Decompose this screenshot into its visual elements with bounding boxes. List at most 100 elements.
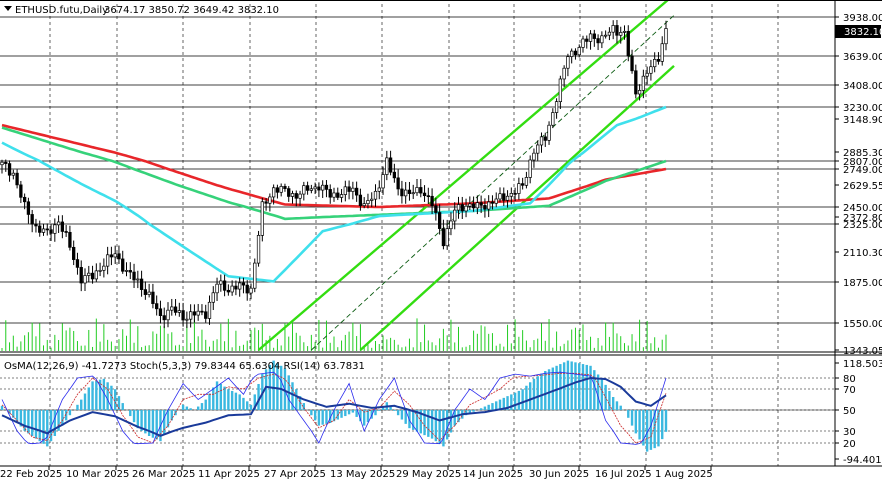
candle-body	[660, 43, 664, 62]
candle-body	[637, 90, 642, 95]
candle-body	[192, 311, 197, 316]
candle-body	[415, 187, 419, 194]
candle-body	[321, 184, 325, 191]
price-axis-label: 2110.30	[843, 248, 882, 259]
candle-body	[26, 201, 31, 215]
candle-body	[113, 253, 117, 258]
candle-body	[498, 193, 502, 200]
candle-body	[249, 287, 253, 294]
candle-body	[562, 67, 566, 80]
candle-body	[56, 221, 61, 226]
time-axis-label: 14 Jun 2025	[463, 469, 523, 480]
candle-body	[385, 157, 389, 175]
candle-body	[592, 33, 596, 39]
candle-body	[136, 278, 140, 281]
candle-body	[366, 200, 370, 205]
candle-body	[343, 186, 347, 195]
moving-averages	[1, 105, 667, 283]
candle-body	[158, 308, 163, 316]
candle-body	[453, 209, 457, 222]
candle-body	[354, 187, 359, 196]
candle-body	[41, 228, 46, 233]
candle-body	[581, 38, 585, 48]
candle-body	[11, 172, 15, 176]
candle-body	[34, 223, 38, 227]
candle-body	[649, 66, 653, 74]
time-axis-label: 10 Mar 2025	[66, 469, 129, 480]
candle-body	[437, 212, 442, 229]
dropdown-triangle-icon[interactable]	[4, 6, 12, 11]
candle-body	[241, 282, 246, 286]
oscillator-axis-label: 30	[843, 427, 856, 438]
candle-body	[173, 306, 178, 313]
candle-body	[238, 282, 242, 290]
price-axis-label: 2885.30	[843, 148, 882, 159]
candle-body	[460, 204, 464, 212]
candle-body	[362, 203, 366, 206]
time-axis-label: 29 May 2025	[396, 469, 461, 480]
time-axis-label: 27 Apr 2025	[264, 469, 326, 480]
price-axis-label: 1343.05	[843, 346, 882, 357]
candle-body	[317, 186, 321, 191]
candle-body	[494, 198, 498, 204]
candle-body	[645, 72, 649, 77]
price-axis-label: 2807.00	[843, 157, 882, 168]
oscillator-axis-label: 20	[843, 439, 856, 450]
candle-body	[188, 311, 193, 320]
candle-body	[155, 303, 159, 310]
oscillator-axis-label: -94.4019	[843, 455, 882, 466]
candle-body	[302, 185, 306, 195]
candle-body	[370, 198, 374, 201]
price-axis-label: 2629.55	[843, 181, 882, 192]
candle-body	[422, 192, 427, 197]
price-axis-label: 2325.00	[843, 220, 882, 231]
candle-body	[117, 253, 121, 260]
candle-body	[68, 231, 72, 248]
candle-body	[53, 224, 57, 234]
candle-body	[411, 192, 415, 195]
candle-body	[536, 144, 540, 154]
candle-body	[109, 254, 114, 258]
candle-body	[294, 193, 298, 199]
candle-body	[573, 50, 578, 56]
candle-body	[615, 25, 619, 36]
candle-body	[49, 229, 53, 234]
candle-body	[324, 184, 329, 190]
candle-body	[332, 192, 336, 198]
candle-body	[219, 280, 223, 285]
candle-body	[596, 38, 600, 44]
time-axis-label: 16 Jul 2025	[595, 469, 652, 480]
price-axis-label: 3148.90	[843, 115, 882, 126]
candle-body	[121, 258, 125, 272]
candle-body	[479, 202, 483, 206]
time-axis-label: 26 Mar 2025	[132, 469, 195, 480]
candle-body	[264, 201, 268, 204]
candle-body	[256, 235, 261, 264]
price-axis-label: 3639.00	[843, 52, 882, 63]
candle-body	[551, 112, 555, 126]
candle-body	[230, 285, 234, 293]
candle-body	[211, 292, 215, 303]
candle-body	[305, 185, 310, 191]
moving-average-green	[1, 126, 667, 221]
candle-body	[505, 195, 510, 201]
candle-body	[45, 228, 49, 231]
candle-body	[358, 194, 363, 206]
candle-body	[279, 186, 283, 193]
candle-body	[234, 285, 238, 290]
candle-body	[532, 152, 536, 161]
candle-body	[147, 291, 151, 295]
candle-body	[185, 318, 189, 321]
candle-body	[570, 50, 574, 57]
candle-body	[445, 228, 449, 247]
candle-body	[268, 196, 272, 204]
candle-body	[313, 186, 317, 190]
candle-body	[456, 204, 461, 211]
candle-body	[600, 35, 604, 44]
candle-body	[128, 270, 132, 273]
candle-body	[490, 201, 495, 204]
candle-body	[139, 278, 144, 290]
candle-body	[464, 205, 468, 212]
